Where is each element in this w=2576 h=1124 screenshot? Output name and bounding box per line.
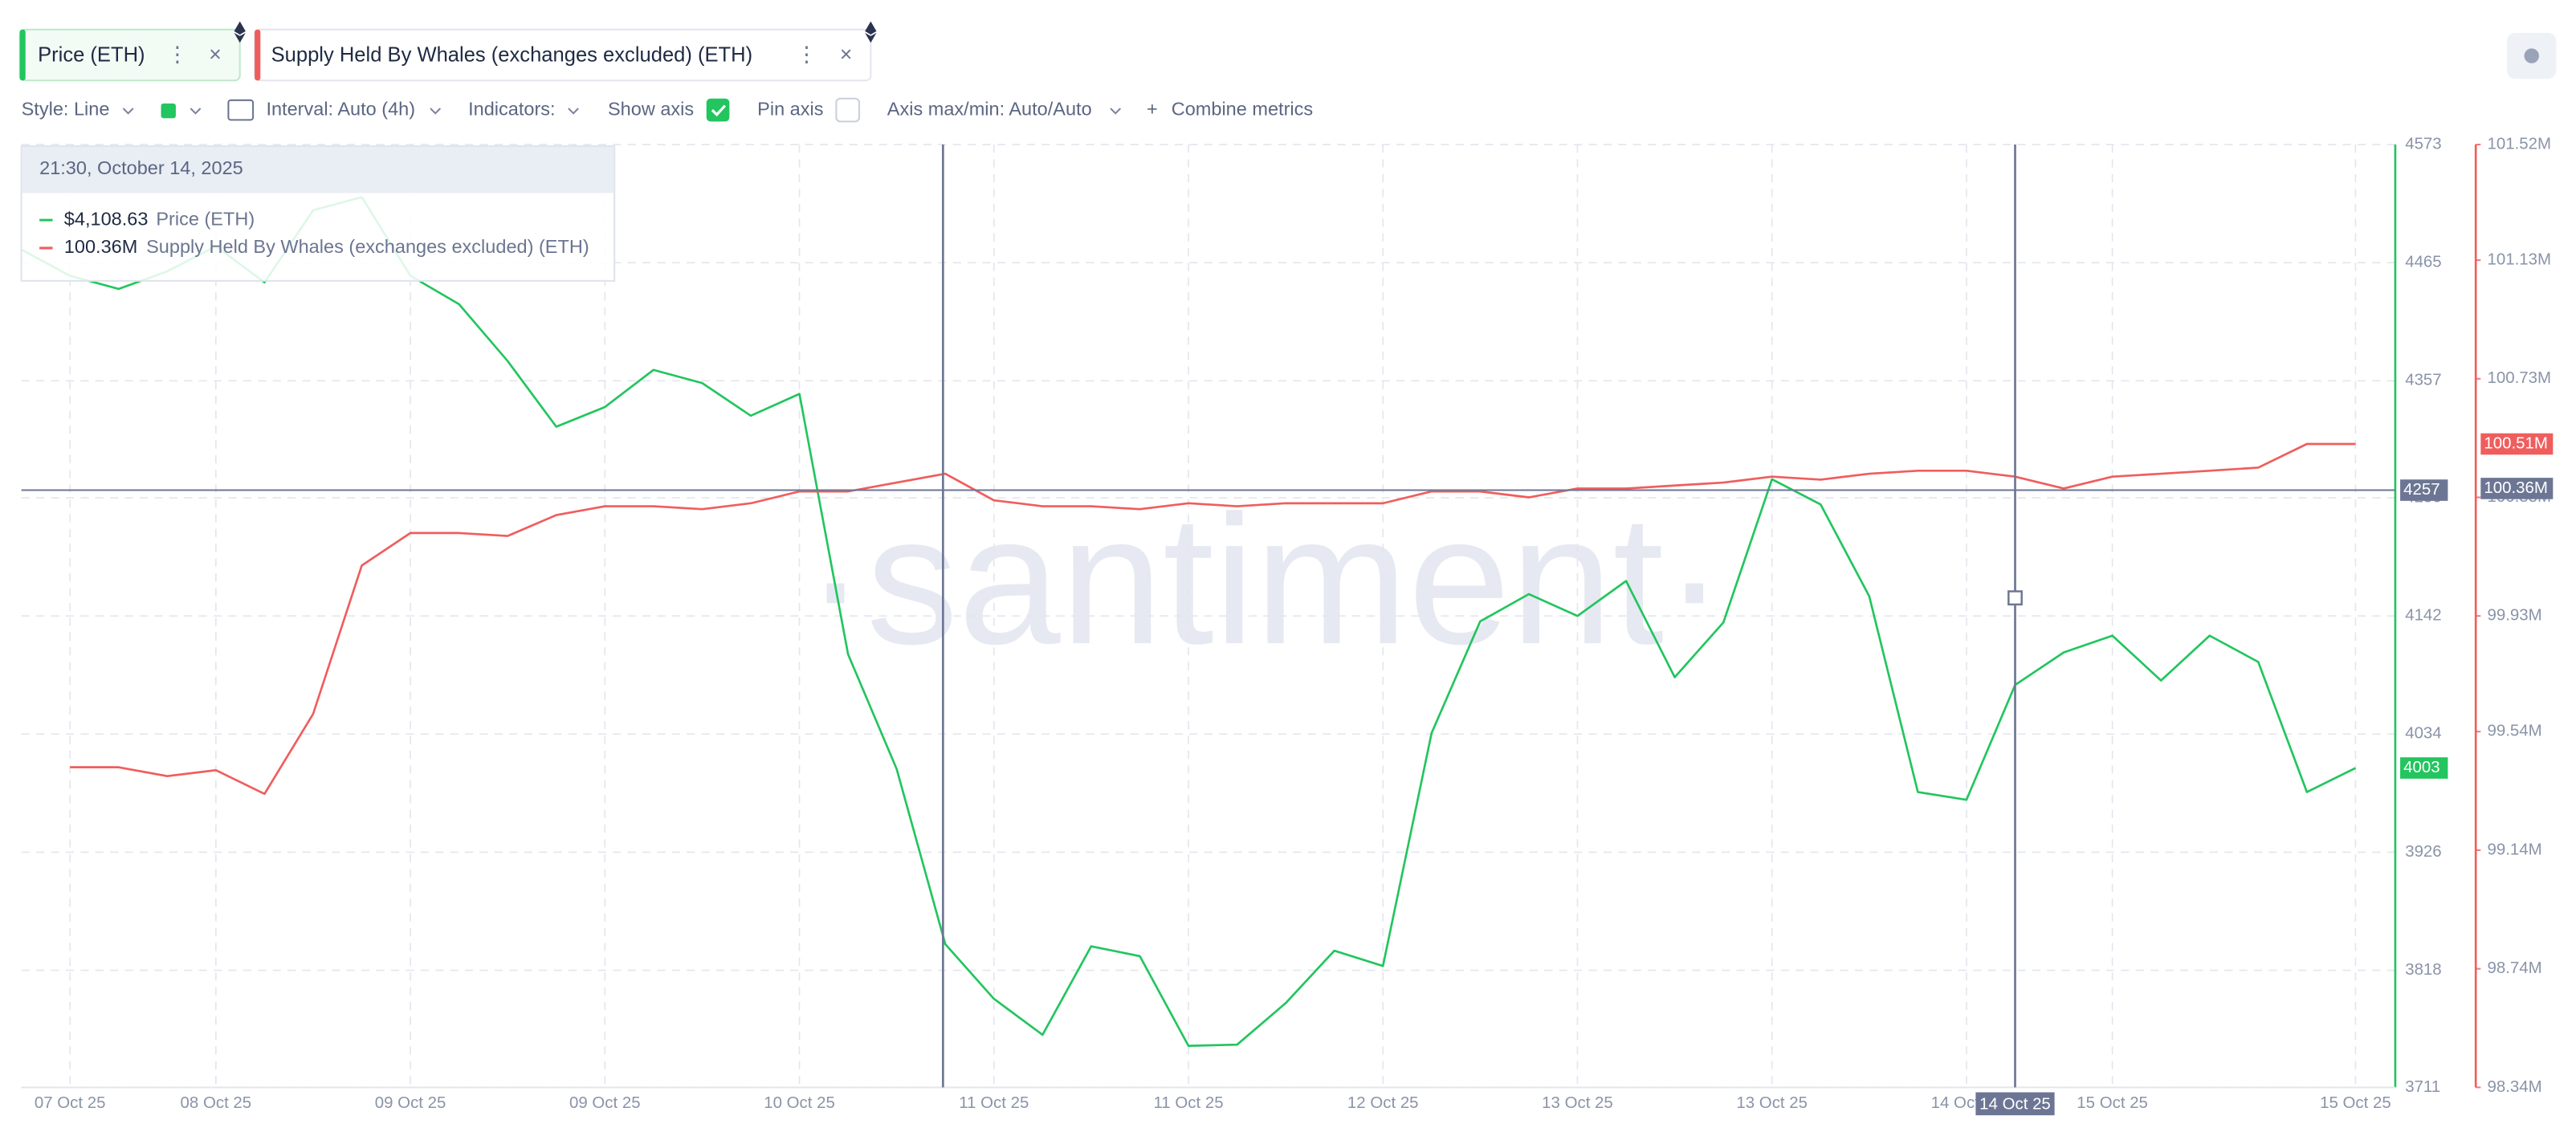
tab-close[interactable]: × [840,43,853,67]
settings-dot [2524,48,2539,63]
x-tick-label: 13 Oct 25 [1736,1093,1808,1112]
plot: 37113818392640344142425043574465457398.3… [20,134,2551,1112]
crosshair-cursor [2007,590,2023,606]
x-tick-label: 12 Oct 25 [1347,1093,1419,1112]
y2-tick-label: 98.34M [2487,1077,2541,1096]
x-tick-label: 07 Oct 25 [35,1093,106,1112]
tooltip-value: 100.36M [64,236,138,257]
supply-last-label: 100.51M [2484,434,2548,452]
x-tick-label: 15 Oct 25 [2320,1093,2391,1112]
y2-tick-label: 100.73M [2487,369,2551,387]
y2-tick-label: 101.52M [2487,134,2551,153]
y-tick-label: 4142 [2405,606,2441,625]
tooltip-metric: Price (ETH) [156,208,255,229]
crosshair-y2-label: 100.36M [2484,479,2548,497]
chevron [568,108,579,115]
y2-tick-label: 99.54M [2487,722,2541,740]
x-crosshair-label: 14 Oct 25 [1979,1094,2051,1113]
y-tick-label: 4465 [2405,253,2441,271]
tab-menu[interactable]: ⋮ [167,43,189,67]
y2-tick-label: 98.74M [2487,959,2541,977]
check [711,104,727,117]
tab-label[interactable]: Supply Held By Whales (exchanges exclude… [271,43,753,66]
plus-icon: + [1147,98,1158,119]
tab-close[interactable]: × [209,43,222,67]
axis-minmax-select[interactable]: Axis max/min: Auto/Auto [887,98,1092,119]
tooltip-metric: Supply Held By Whales (exchanges exclude… [146,236,589,257]
checkbox[interactable] [835,97,861,123]
show-axis-label[interactable]: Show axis [608,98,694,119]
style-select[interactable]: Style: Line [22,98,110,119]
y-tick-label: 4034 [2405,724,2441,743]
x-tick-label: 08 Oct 25 [181,1093,252,1112]
overlay: 14 Oct 25 4257 100.36M 4003 100.51M [21,145,2554,1116]
x-crosshair-badge [1975,1092,2055,1116]
toolbar: Style: Line Interval: Auto (4h) Indicato… [22,97,1313,123]
interval-select[interactable]: Interval: Auto (4h) [266,98,415,119]
x-tick-label: 09 Oct 25 [569,1093,641,1112]
y-tick-label: 3818 [2405,960,2441,979]
checkbox-checked[interactable] [706,98,730,122]
chevron [430,108,442,115]
tab-menu[interactable]: ⋮ [796,43,817,67]
eth-icon [865,21,877,43]
tab-label[interactable]: Price (ETH) [38,43,145,66]
tab-accent [255,29,261,81]
tooltip-title: 21:30, October 14, 2025 [39,157,243,178]
chevron [190,108,202,115]
series-line [70,442,2356,796]
tab-accent [19,29,26,81]
crosshair-y2-label-bg [2480,478,2554,499]
watermark: ·santiment· [805,477,1725,682]
chevron [1110,108,1122,115]
chevron [122,108,134,115]
eth-icon [234,21,246,43]
tooltip: 21:30, October 14, 2025 $4,108.63 Price … [20,145,616,282]
metric-tab[interactable]: Supply Held By Whales (exchanges exclude… [254,21,877,82]
x-tick-label: 09 Oct 25 [375,1093,446,1112]
indicators-select[interactable]: Indicators: [468,98,555,119]
y-tick-label: 4357 [2405,371,2441,389]
x-tick-label: 11 Oct 25 [959,1093,1029,1112]
y-tick-label: 4573 [2405,134,2441,153]
tooltip-value: $4,108.63 [64,208,149,229]
interval-icon [227,99,255,121]
y2-tick-label: 101.13M [2487,250,2551,268]
price-last-label: 4003 [2403,758,2439,776]
x-tick-label: 13 Oct 25 [1542,1093,1613,1112]
color-swatch[interactable] [161,103,176,119]
x-tick-label: 11 Oct 25 [1153,1093,1223,1112]
y2-tick-label: 99.93M [2487,606,2541,625]
crosshair-y-label-bg [2400,479,2448,501]
y-tick-label: 3926 [2405,842,2441,861]
y2-tick-label: 99.14M [2487,840,2541,858]
combine-metrics[interactable]: Combine metrics [1172,98,1313,119]
crosshair-y-label: 4257 [2403,480,2439,499]
tooltip-header [22,147,614,193]
y-tick-label: 3711 [2405,1077,2440,1096]
x-tick-label: 15 Oct 25 [2077,1093,2148,1112]
supply-last-label-bg [2480,433,2554,455]
pin-axis-label[interactable]: Pin axis [757,98,823,119]
metric-tab[interactable]: Price (ETH) ⋮ × [18,21,246,82]
x-tick-label: 10 Oct 25 [764,1093,835,1112]
price-last-label-bg [2400,757,2448,779]
